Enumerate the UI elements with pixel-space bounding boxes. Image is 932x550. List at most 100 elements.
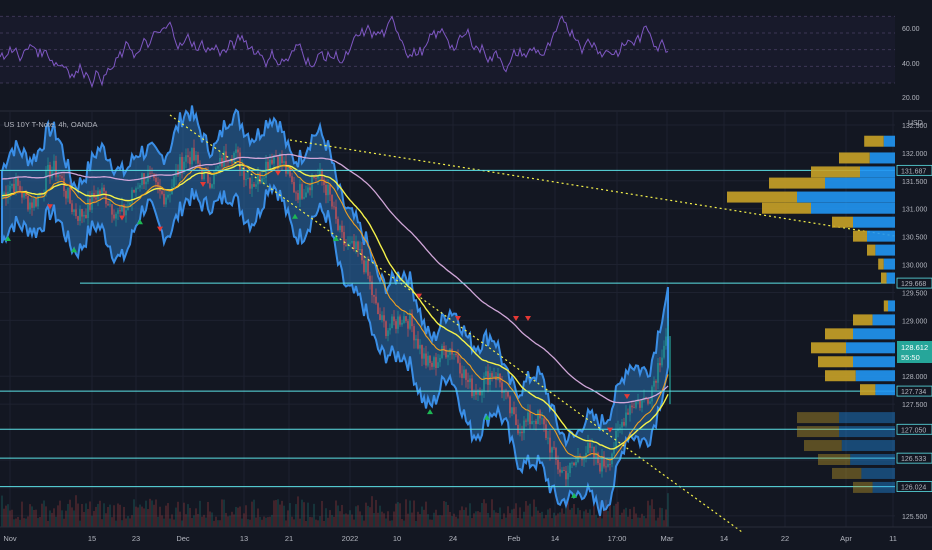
candle-body bbox=[191, 147, 193, 165]
candle-body bbox=[509, 396, 511, 414]
buy-signal-marker bbox=[333, 236, 339, 242]
candle-body bbox=[85, 214, 87, 219]
price-tick-label: 132.000 bbox=[902, 151, 927, 158]
volume-bar bbox=[491, 499, 493, 527]
candle-body bbox=[433, 357, 435, 367]
candle-body bbox=[437, 362, 439, 368]
candle-body bbox=[303, 197, 305, 199]
candle-body bbox=[357, 241, 359, 251]
candle-body bbox=[313, 176, 315, 179]
volume-bar bbox=[417, 511, 419, 527]
volume-bar bbox=[623, 509, 625, 527]
candle-body bbox=[211, 184, 213, 188]
candle-body bbox=[237, 149, 239, 153]
volume-bar bbox=[367, 505, 369, 527]
moving-average-mid bbox=[1, 164, 669, 450]
volume-bar bbox=[531, 516, 533, 527]
candle-body bbox=[137, 187, 139, 189]
volume-bar bbox=[297, 496, 299, 527]
volume-bar bbox=[371, 496, 373, 527]
volume-bar bbox=[539, 512, 541, 527]
volume-profile-sell bbox=[872, 314, 895, 326]
volume-bar bbox=[241, 518, 243, 527]
candle-body bbox=[541, 418, 543, 420]
moving-average-fast bbox=[1, 160, 669, 461]
volume-bar bbox=[501, 519, 503, 527]
volume-bar bbox=[639, 517, 641, 527]
volume-bar bbox=[443, 501, 445, 527]
rsi-axis-label-60: 60.00 bbox=[902, 26, 920, 33]
candle-body bbox=[401, 322, 403, 325]
volume-bar bbox=[289, 503, 291, 527]
candle-body bbox=[383, 315, 385, 322]
volume-bar bbox=[667, 493, 669, 527]
candle-body bbox=[33, 198, 35, 208]
volume-bar bbox=[5, 505, 7, 527]
candle-body bbox=[519, 431, 521, 434]
candle-body bbox=[365, 260, 367, 273]
volume-bar bbox=[603, 508, 605, 527]
volume-bar bbox=[203, 514, 205, 527]
volume-bar bbox=[411, 512, 413, 527]
volume-bar bbox=[651, 499, 653, 527]
volume-bar bbox=[451, 516, 453, 527]
candle-body bbox=[185, 155, 187, 162]
candle-body bbox=[559, 469, 561, 473]
volume-bar bbox=[351, 514, 353, 527]
candle-body bbox=[359, 249, 361, 251]
candle-body bbox=[103, 187, 105, 192]
volume-bar bbox=[29, 504, 31, 527]
candle-body bbox=[105, 191, 107, 204]
candle-body bbox=[461, 373, 463, 378]
candle-body bbox=[369, 275, 371, 282]
volume-bar bbox=[295, 504, 297, 527]
volume-profile-buy bbox=[797, 426, 839, 438]
volume-bar bbox=[231, 511, 233, 527]
candle-body bbox=[213, 171, 215, 185]
volume-bar bbox=[181, 520, 183, 527]
volume-bar bbox=[563, 513, 565, 527]
candle-body bbox=[415, 338, 417, 341]
volume-profile-buy bbox=[860, 384, 876, 396]
volume-bar bbox=[171, 514, 173, 527]
price-axis[interactable]: USD 132.500132.000131.500131.000130.5001… bbox=[896, 120, 932, 521]
volume-bar bbox=[71, 507, 73, 527]
volume-bar bbox=[499, 507, 501, 527]
candle-body bbox=[249, 178, 251, 189]
candle-body bbox=[291, 176, 293, 182]
volume-profile-buy bbox=[797, 412, 839, 424]
volume-bar bbox=[647, 500, 649, 527]
sell-signal-marker bbox=[275, 170, 281, 176]
candle-body bbox=[111, 204, 113, 215]
volume-bar bbox=[579, 510, 581, 527]
candle-body bbox=[273, 155, 275, 164]
candle-body bbox=[125, 210, 127, 216]
volume-profile-sell bbox=[883, 135, 895, 147]
volume-bar bbox=[31, 506, 33, 527]
volume-bar bbox=[365, 502, 367, 527]
volume-bar bbox=[129, 518, 131, 527]
volume-bar bbox=[615, 503, 617, 527]
price-tick-label: 129.500 bbox=[902, 290, 927, 297]
candle-body bbox=[233, 152, 235, 162]
candle-body bbox=[449, 348, 451, 355]
volume-bar bbox=[333, 516, 335, 527]
volume-bar bbox=[397, 502, 399, 527]
time-axis[interactable]: Nov 15 23 Dec 13 21 2022 10 24 Feb 14 17:00 Mar 14 22 A… bbox=[0, 526, 932, 543]
volume-bar bbox=[427, 514, 429, 527]
volume-bar bbox=[53, 508, 55, 527]
candle-body bbox=[407, 321, 409, 329]
candle-body bbox=[281, 153, 283, 164]
candle-body bbox=[79, 209, 81, 221]
candle-body bbox=[91, 193, 93, 210]
volume-bar bbox=[187, 504, 189, 527]
candle-body bbox=[497, 373, 499, 380]
candle-body bbox=[341, 225, 343, 233]
candle-body bbox=[525, 420, 527, 422]
dotted-trendline-upper[interactable] bbox=[289, 139, 896, 237]
volume-profile-buy bbox=[825, 328, 853, 340]
rsi-grid bbox=[0, 15, 895, 84]
candle-body bbox=[549, 437, 551, 453]
volume-bar bbox=[255, 517, 257, 527]
